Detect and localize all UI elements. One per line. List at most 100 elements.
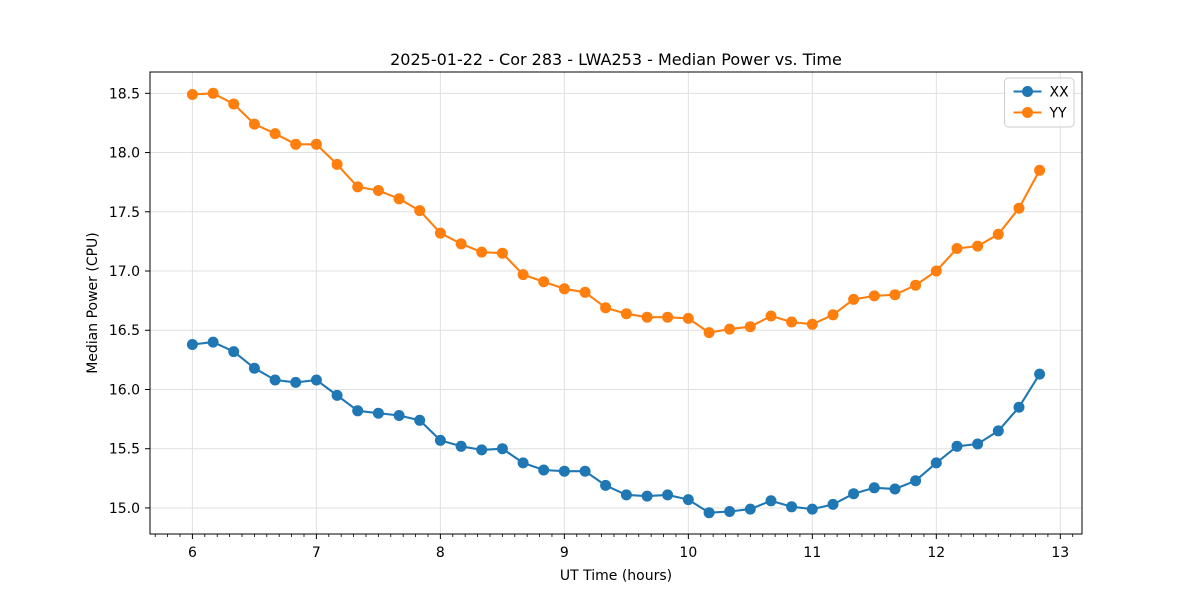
y-tick-label: 15.0 [109, 501, 140, 517]
data-point-XX [765, 495, 777, 507]
data-point-YY [724, 323, 736, 335]
legend-marker-XX [1022, 86, 1033, 97]
data-point-YY [269, 128, 281, 140]
data-point-YY [889, 289, 901, 301]
data-point-YY [558, 283, 570, 295]
data-point-XX [620, 489, 632, 501]
data-point-XX [538, 464, 550, 476]
data-point-XX [186, 339, 198, 350]
x-tick-label: 9 [560, 545, 569, 561]
data-point-YY [372, 185, 384, 196]
data-point-YY [248, 118, 260, 130]
y-tick-label: 16.0 [109, 382, 140, 398]
data-point-YY [1034, 164, 1046, 176]
data-point-XX [992, 425, 1004, 437]
grid-layer [150, 72, 1082, 534]
data-point-YY [786, 316, 798, 328]
data-point-YY [352, 181, 364, 193]
series-layer [186, 87, 1046, 519]
legend-label-YY: YY [1049, 106, 1068, 122]
x-tick-label: 7 [312, 545, 321, 561]
data-point-YY [662, 311, 674, 323]
data-point-XX [951, 440, 963, 452]
x-tick-label: 13 [1051, 545, 1069, 561]
data-point-XX [786, 501, 798, 513]
data-point-XX [207, 336, 219, 348]
x-tick-label: 11 [803, 545, 821, 561]
data-point-YY [641, 311, 653, 323]
data-point-XX [558, 465, 570, 477]
series-line-YY [192, 92, 1041, 334]
legend: XX YY [1004, 77, 1075, 128]
data-point-XX [290, 376, 302, 388]
data-point-YY [579, 286, 591, 298]
data-point-YY [992, 228, 1004, 240]
data-point-YY [517, 269, 529, 281]
y-tick-label: 18.0 [109, 146, 140, 162]
data-point-YY [476, 246, 488, 258]
data-point-YY [682, 312, 694, 324]
data-point-YY [600, 302, 612, 314]
data-point-XX [434, 434, 446, 446]
data-point-YY [910, 279, 922, 291]
data-point-XX [372, 407, 384, 419]
data-point-XX [703, 507, 715, 519]
data-point-XX [455, 440, 467, 452]
y-tick-label: 15.5 [109, 442, 140, 458]
data-point-YY [1013, 202, 1025, 214]
data-point-YY [496, 247, 508, 259]
y-tick-label: 17.5 [109, 205, 140, 221]
data-point-XX [331, 389, 343, 401]
data-point-XX [228, 346, 240, 358]
data-point-YY [186, 89, 198, 100]
data-point-XX [806, 503, 818, 515]
data-point-YY [703, 327, 715, 339]
data-point-XX [269, 374, 281, 386]
data-point-XX [889, 483, 901, 495]
data-point-YY [434, 227, 446, 239]
data-point-YY [620, 308, 632, 320]
data-point-XX [393, 410, 405, 421]
data-point-XX [662, 489, 674, 501]
legend-marker-YY [1022, 107, 1033, 118]
data-point-YY [331, 158, 343, 170]
data-point-XX [848, 488, 860, 500]
data-point-XX [476, 444, 488, 456]
data-point-XX [1034, 368, 1046, 380]
data-point-XX [248, 362, 260, 374]
data-point-XX [600, 479, 612, 491]
data-point-YY [848, 293, 860, 305]
data-point-XX [352, 405, 364, 417]
x-axis-label: UT Time (hours) [560, 568, 672, 584]
legend-box [1004, 77, 1075, 128]
data-point-YY [972, 240, 984, 252]
data-point-XX [682, 494, 694, 506]
x-tick-label: 6 [188, 545, 197, 561]
tick-layer: 6 7 8 9 10 11 12 13 15.0 15.5 16.0 16.5 17.0 17.5 18.0… [109, 86, 1074, 561]
data-point-YY [538, 276, 550, 288]
series-XX [186, 336, 1046, 519]
data-point-XX [868, 482, 880, 494]
plot-border [149, 71, 1083, 535]
data-point-YY [806, 318, 818, 330]
y-tick-label: 18.5 [109, 86, 140, 102]
legend-label-XX: XX [1050, 85, 1070, 101]
chart-title: 2025-01-22 - Cor 283 - LWA253 - Median P… [390, 50, 842, 69]
y-tick-label: 17.0 [109, 264, 140, 280]
data-point-YY [393, 193, 405, 205]
x-tick-label: 8 [436, 545, 445, 561]
data-point-XX [724, 506, 736, 517]
data-point-YY [310, 138, 322, 150]
data-point-YY [868, 290, 880, 302]
data-point-XX [744, 503, 756, 515]
data-point-XX [930, 457, 942, 469]
data-point-XX [517, 457, 529, 469]
data-point-XX [414, 414, 426, 426]
series-YY [186, 87, 1046, 339]
data-point-YY [951, 243, 963, 254]
data-point-YY [930, 265, 942, 277]
data-point-YY [455, 238, 467, 250]
series-line-XX [192, 341, 1041, 514]
